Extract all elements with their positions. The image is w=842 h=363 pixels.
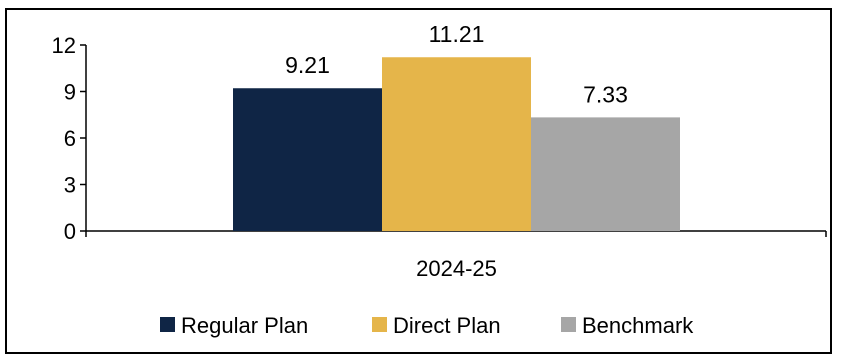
legend-swatch (561, 317, 576, 332)
legend-swatch (160, 317, 175, 332)
y-tick-label: 12 (52, 33, 76, 58)
legend-label: Benchmark (582, 313, 694, 338)
data-label: 11.21 (429, 21, 485, 47)
bar-regular-plan (233, 88, 382, 232)
y-tick-label: 9 (64, 80, 76, 105)
data-label: 9.21 (285, 52, 330, 78)
bar-direct-plan (382, 57, 531, 232)
y-tick-label: 3 (64, 173, 76, 198)
x-category-label: 2024-25 (416, 256, 497, 281)
y-tick-label: 6 (64, 126, 76, 151)
data-label: 7.33 (583, 81, 628, 107)
y-tick-label: 0 (64, 219, 76, 244)
legend-swatch (372, 317, 387, 332)
bar-benchmark (531, 117, 680, 231)
legend-label: Regular Plan (181, 313, 308, 338)
legend-label: Direct Plan (393, 313, 501, 338)
